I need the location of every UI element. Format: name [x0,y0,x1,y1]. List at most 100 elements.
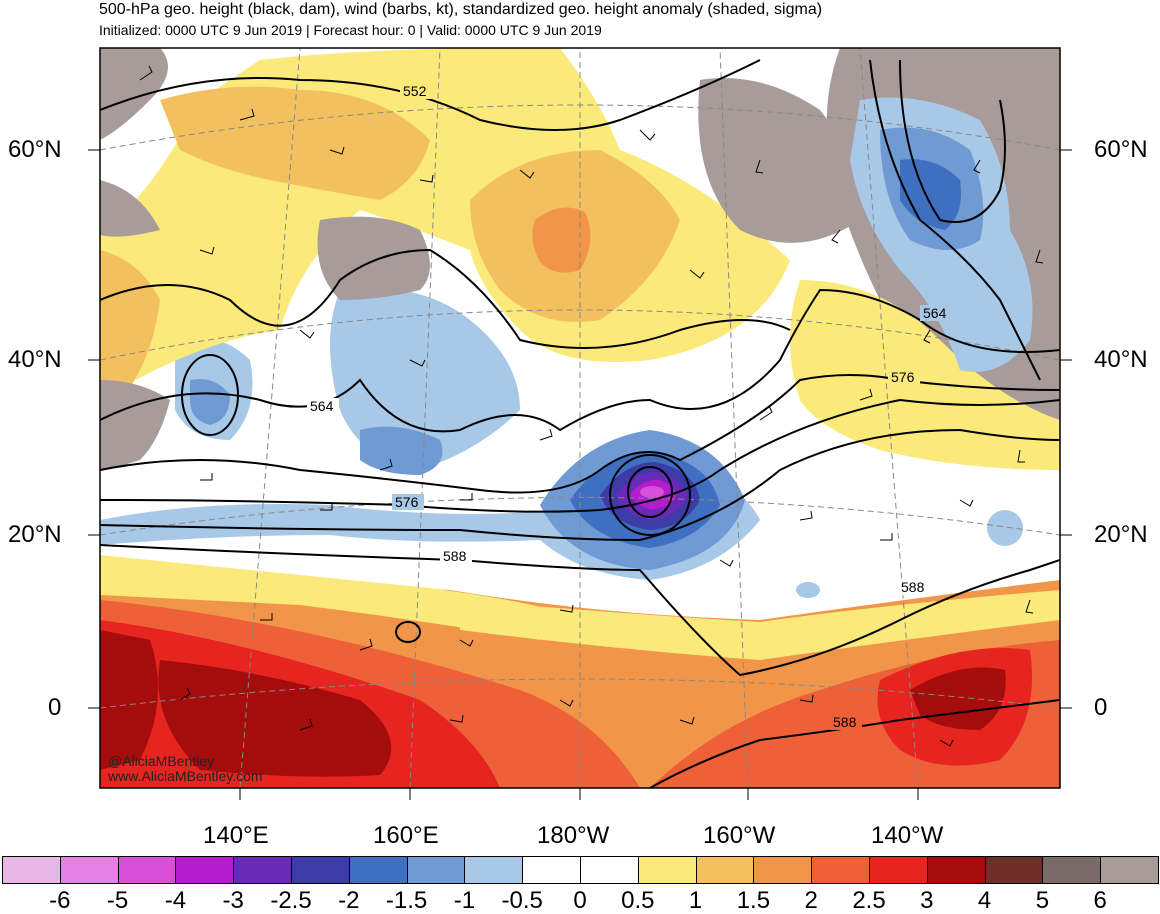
contour-labels: 552 564 576 588 564 576 588 588 [307,83,952,730]
anomaly-neg0.5-tiny [796,582,820,598]
colorbar-cell [926,856,986,884]
anomaly-neg1-kamchatka [360,426,443,475]
colorbar-label: -3 [222,887,244,914]
colorbar-label: 0.5 [621,887,655,914]
colorbar-label: -6 [49,887,71,914]
contour-588-north [100,544,1060,677]
anomaly-neg0.5-small [987,510,1023,546]
lat-label-right: 0 [1094,694,1108,721]
colorbar-cell [637,856,697,884]
colorbar-label: -1.5 [385,887,428,914]
contour-558 [100,248,791,349]
contour-label: 564 [923,305,947,321]
anomaly-0.5-1-northeast [790,280,1060,470]
colorbar-label: -2 [338,887,360,914]
wind-barbs [139,65,1044,747]
land-okhotsk [317,216,430,300]
anomaly-1.5-2-bering [532,207,591,273]
contour-low-canada [899,59,1006,223]
contour-576 [100,398,1060,513]
credit-site: www.AliciaMBentley.com [108,768,263,784]
anomaly-3-4-far-west [100,630,158,770]
contour-low-center-1 [609,454,691,536]
colorbar-cell [984,856,1044,884]
contour-564 [100,288,1060,433]
contour-trough-canada [869,59,1041,381]
lon-label: 160°W [703,822,776,849]
anomaly-3-4-east [910,667,1006,730]
colorbar-cell [291,856,350,884]
anomaly-1-1.5-west [100,250,160,420]
chart-title: 500-hPa geo. height (black, dam), wind (… [99,1,823,18]
graticule [100,48,1060,788]
colorbar-label: -2.5 [270,887,312,914]
colorbar-label: 5 [1035,887,1050,914]
contour-label: 552 [403,83,427,99]
contour-low-japan [181,354,239,436]
colorbar-label: -4 [164,887,187,914]
colorbar-cell [233,856,292,884]
colorbar-label: -0.5 [501,887,543,914]
colorbar-cell [348,856,408,884]
colorbar-cell [464,856,524,884]
contour-label: 588 [901,579,925,595]
anomaly-0.5-1-south [100,555,560,640]
lon-label: 140°E [203,822,269,849]
colorbar-cell [869,856,928,884]
colorbar-label: 1 [688,887,703,914]
lat-label: 40°N [8,346,62,373]
colorbar-cell [580,856,639,884]
colorbar-label: 1.5 [736,887,771,914]
lat-label-right: 20°N [1094,521,1148,548]
land-china [100,380,170,470]
land-alaska [698,78,860,243]
contour-label: 576 [891,369,915,385]
colorbar-cell [1100,856,1159,884]
colorbar-cell [117,856,177,884]
contour-label: 564 [310,398,334,414]
contour-low-center-2 [627,466,673,518]
land-siberia-w [100,180,160,237]
colorbar-label: 4 [977,887,992,914]
anomaly-1-1.5-siberia [160,86,430,200]
colorbar-label: 3 [920,887,934,914]
colorbar-label: 0 [573,887,587,914]
colorbar-label: -5 [106,887,129,914]
anomaly-0.5-1-south-east [460,590,1060,660]
lat-label: 20°N [8,521,62,548]
lat-label-right: 60°N [1094,136,1148,163]
colorbar-cell [175,856,235,884]
colorbar-label: 6 [1093,887,1107,914]
lon-label: 160°E [373,822,439,849]
anomaly-3-4-west [158,660,392,777]
anomaly-neg4-center [640,486,664,498]
colorbar-label: 2.5 [852,887,886,914]
chart-subtitle: Initialized: 0000 UTC 9 Jun 2019 | Forec… [99,22,602,38]
anomaly-neg1-japan [190,379,230,425]
lat-label-right: 40°N [1094,346,1148,373]
contour-label: 588 [443,548,467,564]
lat-label: 0 [48,694,62,721]
colorbar-cell [753,856,813,884]
contour-552 [100,59,761,131]
map-area: 552 564 576 588 564 576 588 588 [100,48,1060,788]
colorbar-cell [695,856,755,884]
credit-handle: @AliciaMBentley [108,753,215,769]
lon-label: 140°W [871,822,944,849]
lon-label: 180°W [537,822,610,849]
colorbar-cell [2,856,61,884]
lat-label: 60°N [8,136,62,163]
colorbar-cell [59,856,119,884]
colorbar-cell [406,856,466,884]
contour-label: 588 [833,714,857,730]
contour-582 [100,428,1060,542]
tick-marks [88,149,1072,800]
colorbar-label: 2 [804,887,818,914]
colorbar-cell [811,856,870,884]
colorbar-label: -1 [453,887,476,914]
contour-label: 576 [395,494,419,510]
colorbar-cell [1042,856,1102,884]
contour-588-island [395,621,421,643]
colorbar-cell [522,856,581,884]
